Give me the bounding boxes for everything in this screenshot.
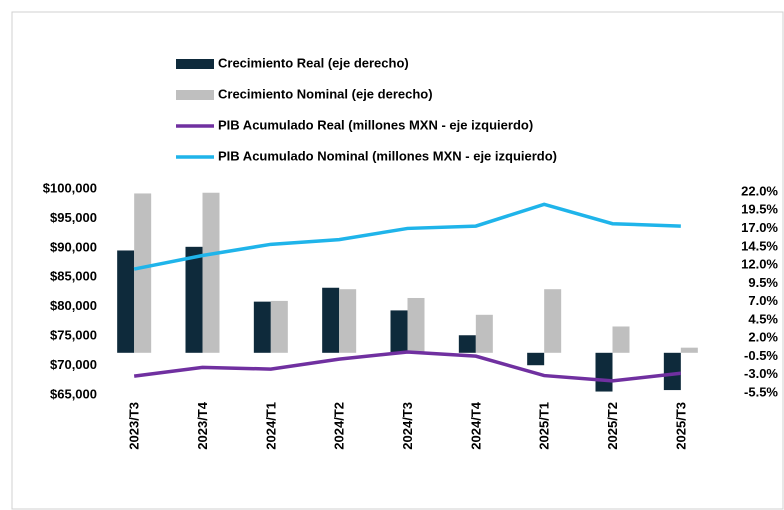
y2-tick-label: 9.5% <box>748 275 778 290</box>
bar <box>595 352 613 392</box>
x-tick-label: 2023/T3 <box>127 402 142 450</box>
x-tick-label: 2024/T1 <box>263 402 278 450</box>
legend-swatch <box>176 59 214 69</box>
x-tick-label: 2024/T3 <box>400 402 415 450</box>
bar <box>270 300 288 353</box>
bar <box>253 301 271 353</box>
bar <box>134 193 152 353</box>
y-tick-label: $85,000 <box>50 269 97 284</box>
legend-label: Crecimiento Real (eje derecho) <box>218 55 409 70</box>
bar <box>680 347 698 353</box>
y2-tick-label: 14.5% <box>741 238 778 253</box>
line-series <box>133 350 682 383</box>
y2-tick-label: 17.0% <box>741 220 778 235</box>
legend-label: PIB Acumulado Real (millones MXN - eje i… <box>218 117 533 132</box>
y-tick-label: $70,000 <box>50 357 97 372</box>
bar <box>544 289 562 353</box>
y-tick-label: $90,000 <box>50 239 97 254</box>
y2-tick-label: 19.5% <box>741 202 778 217</box>
y2-tick-label: -5.5% <box>744 384 778 399</box>
y2-tick-label: -0.5% <box>744 348 778 363</box>
x-tick-label: 2025/T1 <box>537 402 552 450</box>
x-tick-label: 2024/T4 <box>468 401 483 449</box>
y-tick-label: $100,000 <box>43 180 97 195</box>
y2-tick-label: 12.0% <box>741 257 778 272</box>
bar <box>663 352 681 391</box>
bar <box>185 246 203 353</box>
y2-tick-label: 4.5% <box>748 311 778 326</box>
legend-swatch <box>176 90 214 100</box>
y-tick-label: $75,000 <box>50 328 97 343</box>
bar <box>390 310 408 353</box>
legend-label: Crecimiento Nominal (eje derecho) <box>218 86 433 101</box>
x-tick-label: 2023/T4 <box>195 401 210 449</box>
bar <box>339 289 357 353</box>
y-tick-label: $80,000 <box>50 298 97 313</box>
bar <box>407 297 425 353</box>
line-series <box>133 202 681 271</box>
y2-tick-label: 22.0% <box>741 183 778 198</box>
legend-label: PIB Acumulado Nominal (millones MXN - ej… <box>218 148 557 163</box>
bar <box>475 314 493 353</box>
y-tick-label: $65,000 <box>50 386 97 401</box>
y2-tick-label: 2.0% <box>748 330 778 345</box>
bar <box>458 335 476 353</box>
bar <box>202 192 220 353</box>
x-tick-label: 2024/T2 <box>332 402 347 450</box>
x-tick-label: 2025/T2 <box>605 402 620 450</box>
y2-tick-label: -3.0% <box>744 366 778 381</box>
y2-tick-label: 7.0% <box>748 293 778 308</box>
y-tick-label: $95,000 <box>50 210 97 225</box>
bar <box>527 352 545 366</box>
x-tick-label: 2025/T3 <box>673 402 688 450</box>
bar <box>322 287 340 353</box>
bar <box>117 250 135 353</box>
bar <box>612 326 630 353</box>
